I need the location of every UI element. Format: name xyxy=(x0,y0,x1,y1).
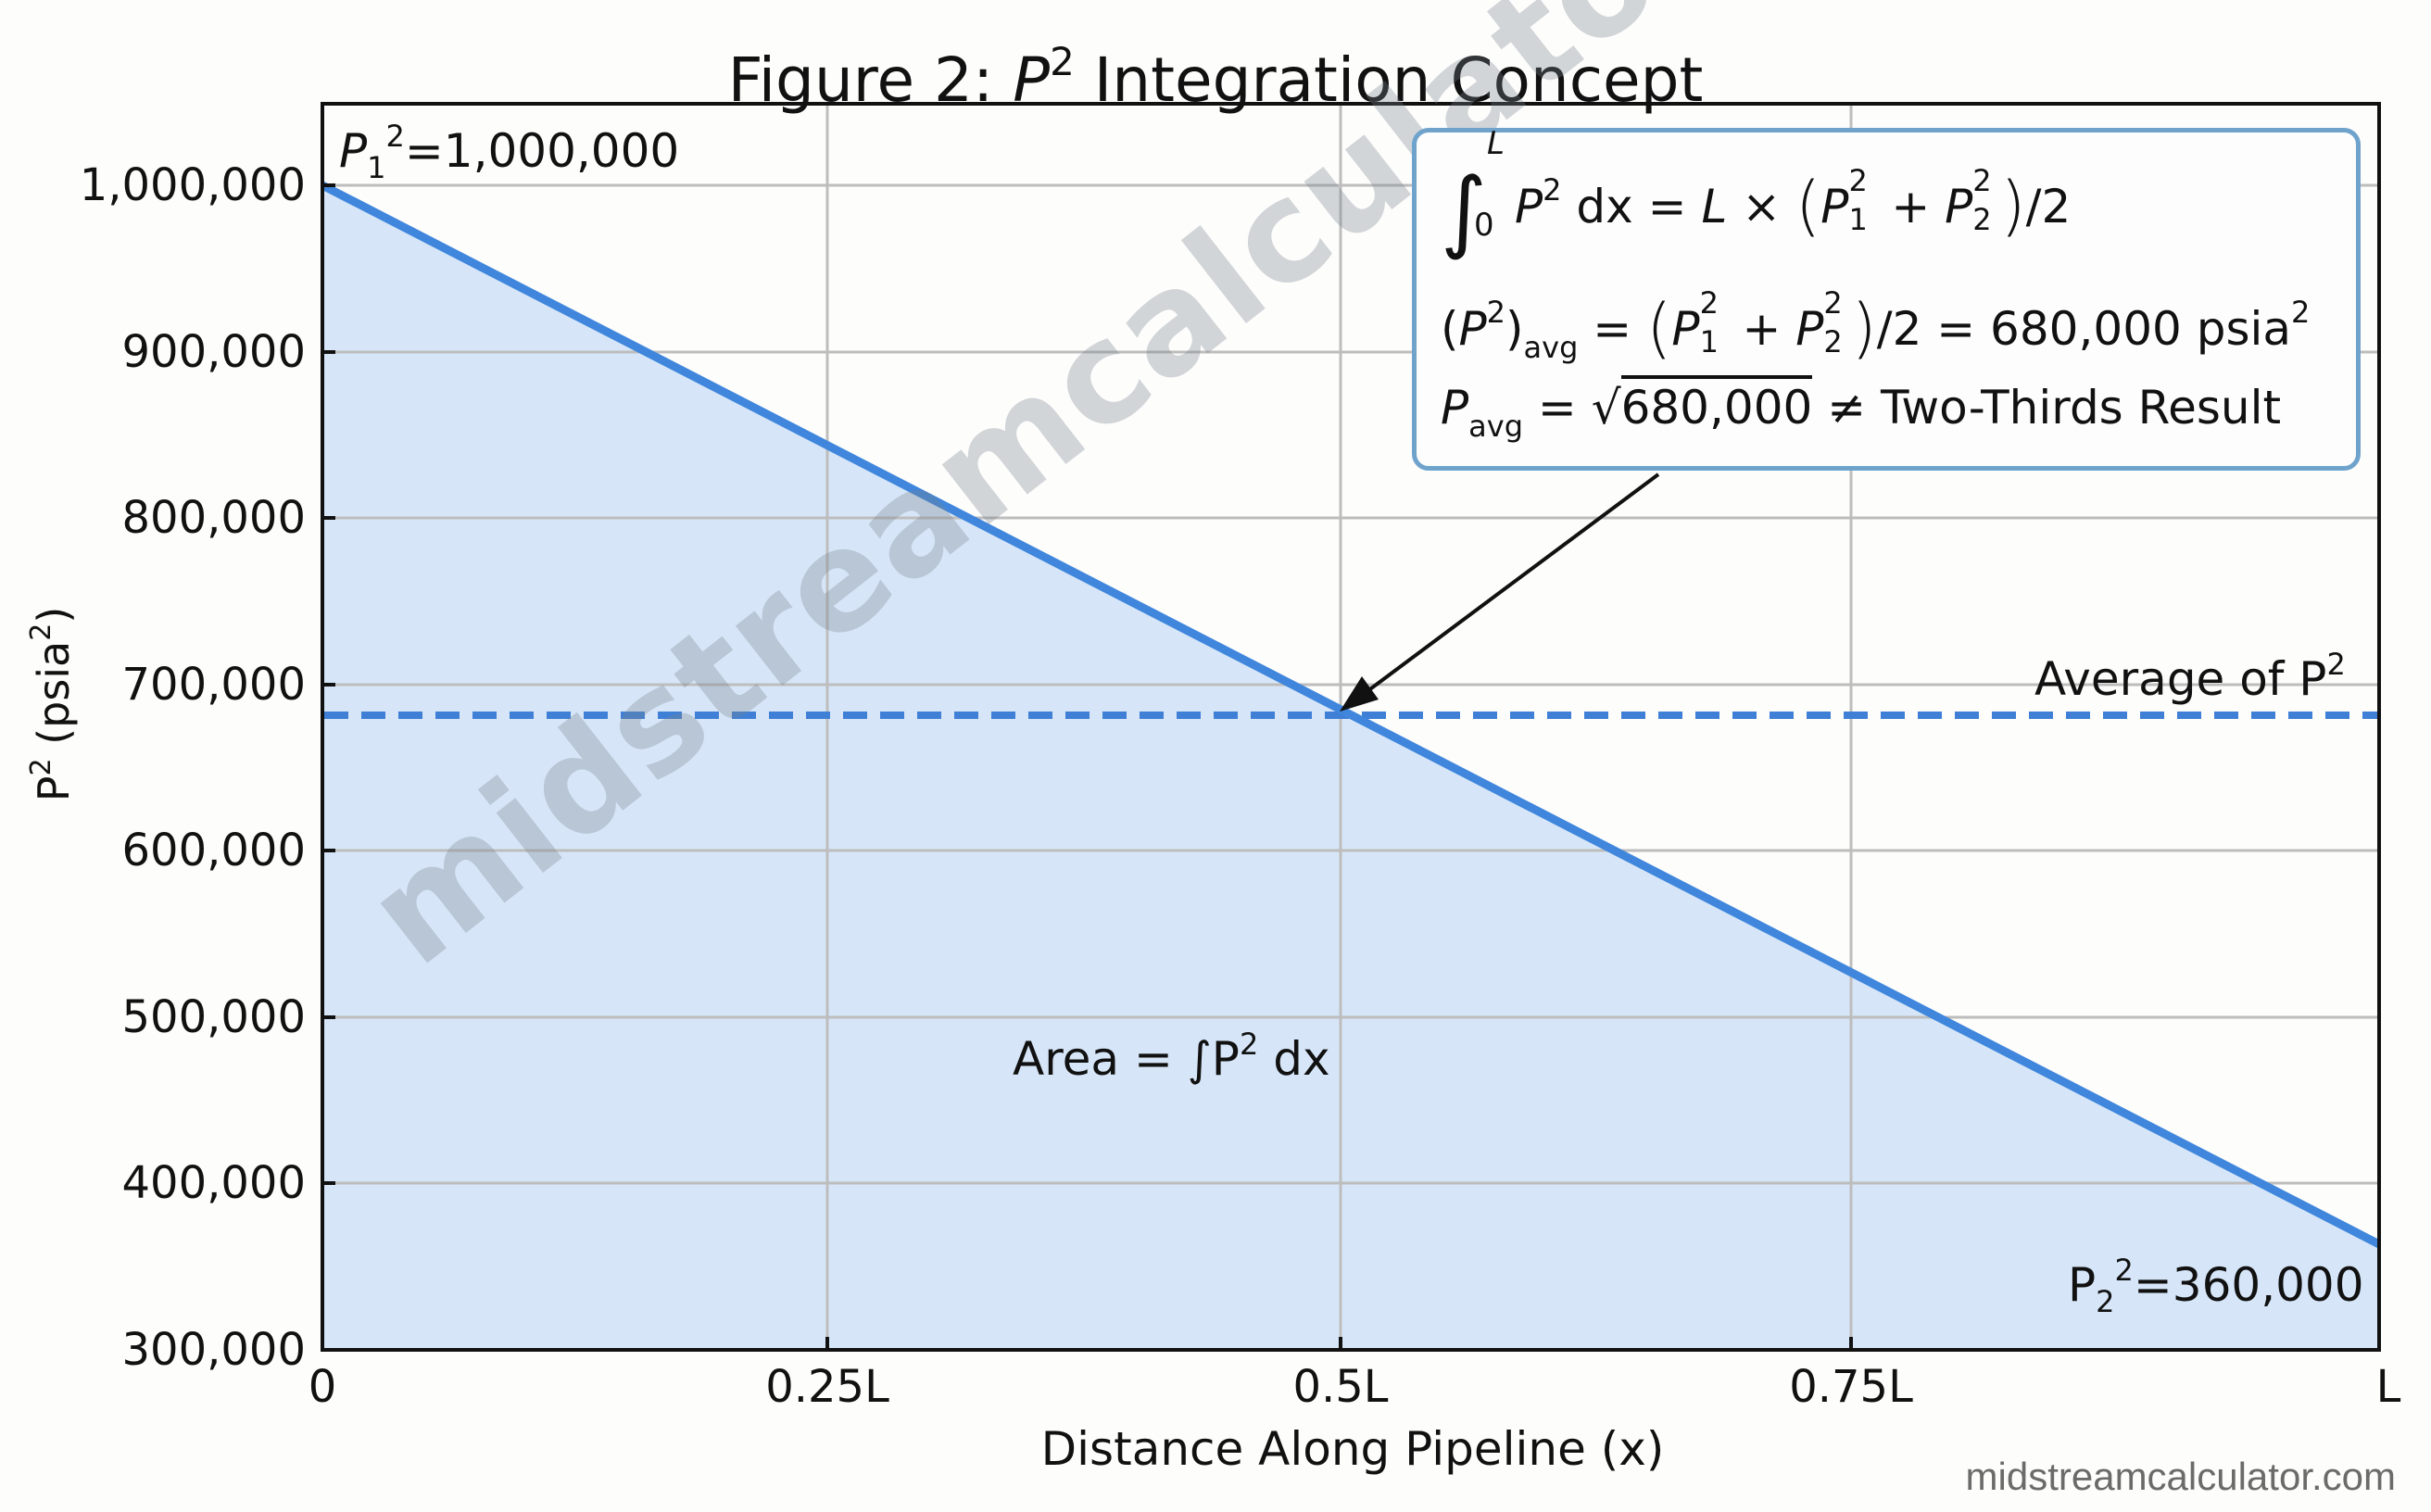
f2-unit-sup: 2 xyxy=(2291,295,2311,330)
footer-credit: midstreamcalculator.com xyxy=(1965,1455,2396,1498)
f2-result: /2 = 680,000 psia xyxy=(1876,302,2292,356)
p2-var: P xyxy=(2068,1258,2097,1312)
p2-annotation: P22=360,000 xyxy=(2068,1253,2364,1319)
f3-eq-sqrt: = √ xyxy=(1523,381,1621,435)
title-sup: 2 xyxy=(1050,39,1075,84)
f1-p1-sup: 2 xyxy=(1848,163,1868,198)
y-tick-label: 1,000,000 xyxy=(79,159,306,211)
y-tick-label: 300,000 xyxy=(121,1324,307,1376)
f2-close: ) xyxy=(1505,302,1524,356)
f1-div: /2 xyxy=(2025,180,2072,233)
x-tick-label: 0 xyxy=(308,1361,337,1413)
p2-sub: 2 xyxy=(2096,1284,2115,1319)
x-tick-label: 0.25L xyxy=(765,1361,889,1413)
f2-eq: = xyxy=(1578,302,1647,356)
ylabel-base: P xyxy=(29,775,79,802)
grid-lines xyxy=(322,104,2379,1350)
formula-line-pavg: Pavg = √680,000 ≠ Two-Thirds Result xyxy=(1441,375,2282,444)
y-tick-label: 500,000 xyxy=(121,991,307,1043)
p1-sub: 1 xyxy=(367,150,386,185)
f1-L: L xyxy=(1701,180,1728,233)
upper-limit: L xyxy=(1487,125,1505,162)
p1-value: =1,000,000 xyxy=(404,124,680,178)
integral-sign: ∫ xyxy=(1441,158,1488,262)
p1-var: P xyxy=(339,124,368,178)
p2-value: =360,000 xyxy=(2133,1258,2364,1312)
f1-times: × xyxy=(1727,180,1795,233)
y-tick-label: 700,000 xyxy=(121,659,307,711)
f1-p-sup: 2 xyxy=(1543,172,1562,208)
p-squared-line xyxy=(320,181,2382,1249)
x-tick-label: L xyxy=(2375,1361,2401,1413)
f2-p: P xyxy=(1458,302,1487,356)
f3-rest: ≠ Two-Thirds Result xyxy=(1812,381,2282,435)
f1-plus: + xyxy=(1876,180,1946,233)
area-sup: 2 xyxy=(1239,1027,1259,1062)
area-fill xyxy=(322,185,2379,1350)
f2-p1-sup: 2 xyxy=(1699,285,1719,321)
axes-frame xyxy=(321,102,2381,1352)
f2-p-sup: 2 xyxy=(1486,295,1506,330)
f2-popen: ( xyxy=(1646,290,1672,366)
f3-avg-sub: avg xyxy=(1468,409,1524,444)
ylabel-close: ) xyxy=(29,606,79,624)
formula-line-average: (P2)avg = (P 2 1 + P 2 2)/2 = 680,000 psia2 xyxy=(1441,285,2311,366)
area-label: Area = ∫P2 dx xyxy=(1013,1027,1330,1086)
f2-p2: P xyxy=(1795,302,1824,356)
f1-p2-sub: 2 xyxy=(1972,202,1992,237)
p1-annotation: P12=1,000,000 xyxy=(339,119,679,185)
f3-p: P xyxy=(1441,381,1469,435)
f2-avg-sub: avg xyxy=(1523,330,1579,365)
f1-dx: dx = xyxy=(1561,180,1702,233)
ylabel-unit-sup: 2 xyxy=(25,623,57,641)
f1-close: ) xyxy=(2000,168,2026,244)
x-tick-label: 0.75L xyxy=(1789,1361,1913,1413)
area-text: Area = ∫P xyxy=(1013,1032,1240,1086)
f2-p1: P xyxy=(1671,302,1700,356)
y-tick-label: 400,000 xyxy=(121,1157,307,1209)
f1-p1: P xyxy=(1820,180,1849,233)
p1-sup: 2 xyxy=(385,119,405,154)
pointer-arrow xyxy=(1340,472,1660,712)
formula-line-integral: ∫ L 0 P2 dx = L × (P 2 1 + P 2 2)/2 xyxy=(1441,125,2072,262)
f2-p2-sup: 2 xyxy=(1823,285,1843,321)
y-axis-label: P2 (psia2) xyxy=(25,607,79,802)
f1-p1-sub: 1 xyxy=(1848,202,1868,237)
f2-p2-sub: 2 xyxy=(1823,324,1843,359)
formula-box: ∫ L 0 P2 dx = L × (P 2 1 + P 2 2)/2 (P2)avg = (… xyxy=(1412,125,2361,471)
f2-plus: + xyxy=(1727,302,1796,356)
f1-p2: P xyxy=(1945,180,1973,233)
f3-radicand: 680,000 xyxy=(1620,375,1813,435)
avg-text: Average of P xyxy=(2034,652,2327,706)
y-tick-label: 900,000 xyxy=(121,326,307,378)
p2-sup: 2 xyxy=(2114,1253,2134,1288)
x-tick-label: 0.5L xyxy=(1292,1361,1389,1413)
y-tick-label: 600,000 xyxy=(121,825,307,876)
f2-p1-sub: 1 xyxy=(1699,324,1719,359)
area-suffix: dx xyxy=(1258,1032,1330,1086)
f2-pclose: ) xyxy=(1851,290,1877,366)
ylabel-unit: (psia xyxy=(29,640,79,759)
y-tick-label: 800,000 xyxy=(121,492,307,544)
ylabel-sup: 2 xyxy=(25,758,57,776)
f2-open: ( xyxy=(1441,302,1459,356)
avg-sup: 2 xyxy=(2326,647,2346,682)
lower-limit: 0 xyxy=(1474,207,1494,244)
average-label: Average of P2 xyxy=(2034,647,2346,706)
f1-p: P xyxy=(1515,180,1543,233)
f1-p2-sup: 2 xyxy=(1972,163,1992,198)
f1-open: ( xyxy=(1795,168,1821,244)
tick-marks xyxy=(322,183,1853,1350)
x-axis-label: Distance Along Pipeline (x) xyxy=(1040,1422,1665,1476)
